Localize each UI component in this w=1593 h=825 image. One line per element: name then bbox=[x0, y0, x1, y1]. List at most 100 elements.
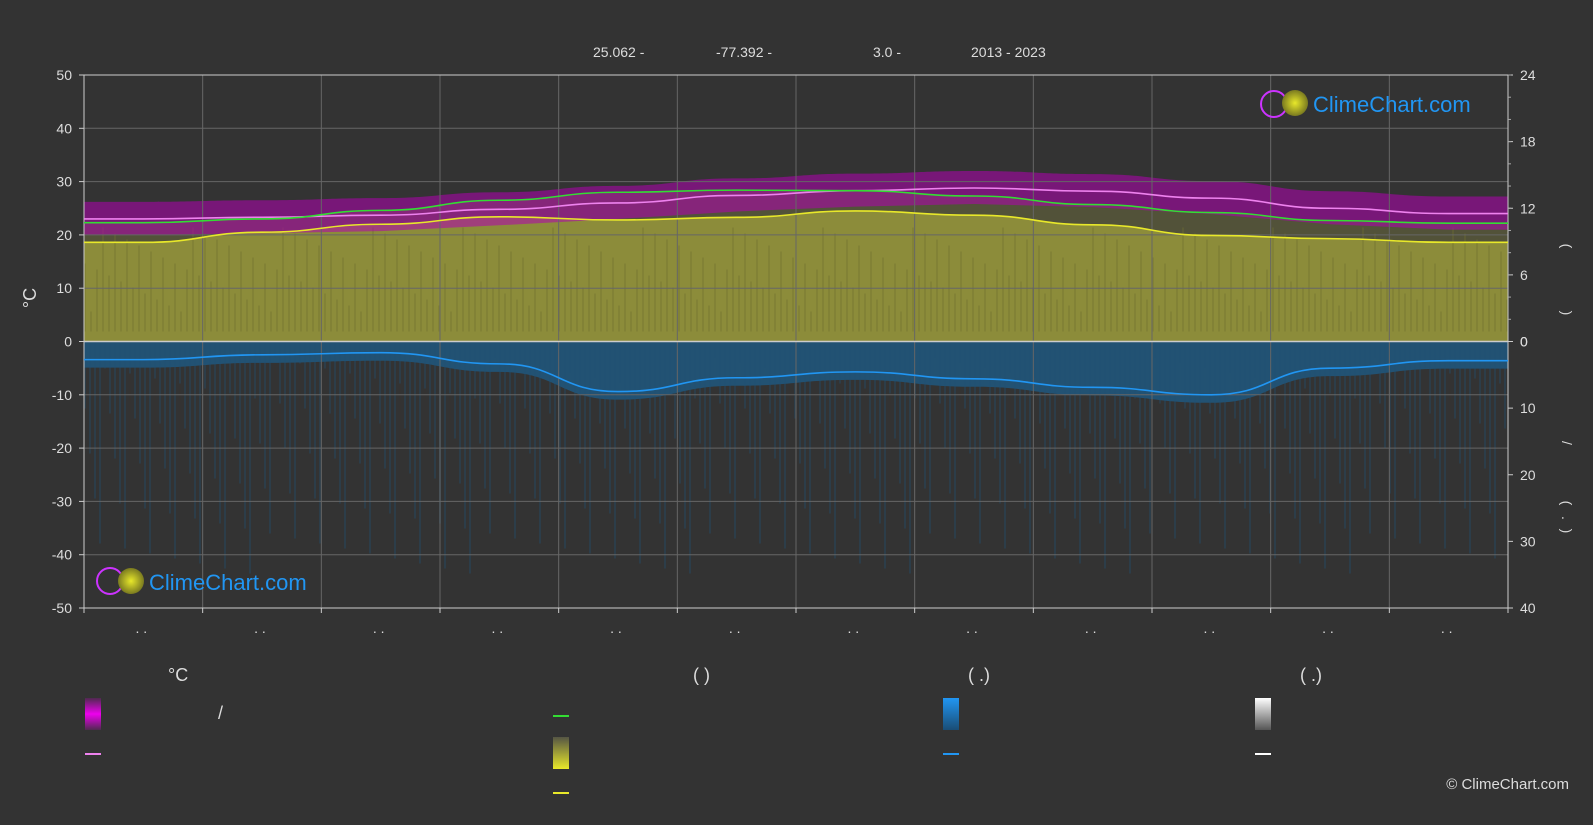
precipitation-streak bbox=[604, 341, 606, 469]
precipitation-streak bbox=[249, 341, 251, 574]
sunshine-streak bbox=[198, 275, 200, 332]
precipitation-streak bbox=[549, 341, 551, 414]
precipitation-streak bbox=[234, 341, 236, 439]
sunshine-streak bbox=[576, 239, 578, 332]
precipitation-streak bbox=[329, 341, 331, 414]
sunshine-streak bbox=[1236, 299, 1238, 332]
sunshine-streak bbox=[378, 275, 380, 332]
right-bottom-tick-label: 10 bbox=[1520, 400, 1536, 416]
sunshine-streak bbox=[1500, 251, 1502, 332]
precipitation-streak bbox=[969, 341, 971, 454]
sunshine-streak bbox=[264, 263, 266, 332]
precipitation-streak bbox=[1184, 341, 1186, 409]
precipitation-streak bbox=[1479, 341, 1481, 424]
precipitation-streak bbox=[404, 341, 406, 429]
precipitation-streak bbox=[104, 341, 106, 369]
precipitation-streak bbox=[1369, 341, 1371, 534]
month-tick-label: . . bbox=[610, 620, 622, 636]
month-tick-label: . . bbox=[491, 620, 503, 636]
sunshine-streak bbox=[360, 311, 362, 332]
precipitation-streak bbox=[979, 341, 981, 544]
sunshine-streak bbox=[756, 239, 758, 332]
sunshine-streak bbox=[552, 227, 554, 332]
precipitation-streak bbox=[1344, 341, 1346, 529]
precipitation-streak bbox=[739, 341, 741, 364]
sunshine-streak bbox=[936, 239, 938, 332]
precipitation-streak bbox=[649, 341, 651, 434]
sunshine-streak bbox=[720, 311, 722, 332]
precipitation-streak bbox=[1074, 341, 1076, 519]
right-axis-title-bottom-open: ( bbox=[1559, 501, 1575, 506]
precipitation-streak bbox=[129, 341, 131, 374]
copyright: © ClimeChart.com bbox=[1446, 776, 1569, 793]
header-longitude: -77.392 - bbox=[716, 44, 772, 60]
precipitation-streak bbox=[539, 341, 541, 544]
sunshine-streak bbox=[630, 311, 632, 332]
precipitation-streak bbox=[579, 341, 581, 464]
sunshine-streak bbox=[1284, 233, 1286, 332]
precipitation-streak bbox=[394, 341, 396, 559]
sunshine-streak bbox=[1086, 269, 1088, 332]
precipitation-streak bbox=[1149, 341, 1151, 534]
precipitation-streak bbox=[1284, 341, 1286, 429]
sunshine-streak bbox=[1440, 311, 1442, 332]
right-top-tick-label: 0 bbox=[1520, 334, 1528, 350]
sunshine-streak bbox=[1338, 305, 1340, 332]
precipitation-streak bbox=[1504, 341, 1506, 429]
sunshine-streak bbox=[438, 305, 440, 332]
sunshine-streak bbox=[1074, 263, 1076, 332]
month-tick-label: . . bbox=[254, 620, 266, 636]
precipitation-streak bbox=[554, 341, 556, 459]
header-years: 2013 - 2023 bbox=[971, 44, 1046, 60]
sunshine-streak bbox=[1008, 275, 1010, 332]
precipitation-streak bbox=[454, 341, 456, 439]
precipitation-streak bbox=[429, 341, 431, 434]
right-axis-title-top-close: ) bbox=[1559, 311, 1575, 316]
sunshine-streak bbox=[1482, 287, 1484, 332]
series-lines bbox=[84, 187, 1508, 396]
precipitation-streak bbox=[334, 341, 336, 459]
precipitation-streak bbox=[1429, 341, 1431, 414]
rainfall-line bbox=[84, 351, 1508, 396]
logo-sun-icon bbox=[118, 568, 144, 594]
sunshine-line bbox=[84, 210, 1508, 244]
sunshine-streak bbox=[1014, 233, 1016, 332]
sunshine-streak bbox=[1344, 263, 1346, 332]
precipitation-streak bbox=[1349, 341, 1351, 574]
precipitation-streak bbox=[364, 341, 366, 509]
precipitation-streak bbox=[339, 341, 341, 504]
precipitation-streak bbox=[689, 341, 691, 574]
precipitation-streak bbox=[949, 341, 951, 494]
sunshine-streak bbox=[1176, 269, 1178, 332]
precipitation-streak bbox=[934, 341, 936, 359]
precipitation-streak bbox=[174, 341, 176, 559]
precipitation-streak bbox=[924, 341, 926, 489]
sunshine-streak bbox=[420, 251, 422, 332]
precipitation-streak bbox=[854, 341, 856, 519]
precipitation-streak bbox=[564, 341, 566, 549]
sunshine-streak bbox=[1452, 227, 1454, 332]
sunshine-streak bbox=[762, 287, 764, 332]
sunshine-streak bbox=[1278, 275, 1280, 332]
sunshine-streak bbox=[156, 299, 158, 332]
precipitation-streak bbox=[464, 341, 466, 529]
precipitation-streak bbox=[939, 341, 941, 404]
precipitation-streak bbox=[459, 341, 461, 484]
right-bottom-tick-label: 20 bbox=[1520, 467, 1536, 483]
precipitation-streak bbox=[1009, 341, 1011, 374]
sunshine-streak bbox=[930, 281, 932, 332]
sunshine-streak bbox=[126, 239, 128, 332]
precipitation-streak bbox=[904, 341, 906, 529]
sunshine-streak bbox=[1362, 227, 1364, 332]
sunshine-streak bbox=[1182, 227, 1184, 332]
header-elevation: 3.0 - bbox=[873, 44, 901, 60]
legend-sun-head: ( ) bbox=[693, 665, 710, 685]
daylight-line bbox=[84, 189, 1508, 224]
precipitation-streak bbox=[834, 341, 836, 559]
legend-temp-range-swatch bbox=[85, 698, 101, 730]
sunshine-streak bbox=[504, 293, 506, 332]
sunshine-streak bbox=[1092, 227, 1094, 332]
sunshine-streak bbox=[972, 257, 974, 332]
sunshine-streak bbox=[234, 293, 236, 332]
precipitation-streak bbox=[884, 341, 886, 569]
